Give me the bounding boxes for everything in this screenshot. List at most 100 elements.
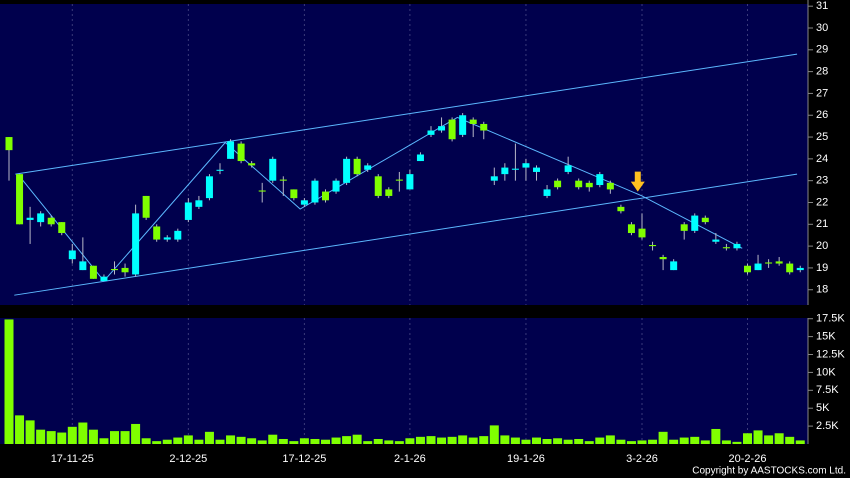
- candle-body: [680, 224, 688, 231]
- y-tick-label: 28: [816, 66, 828, 78]
- candle-body: [300, 200, 308, 205]
- volume-bar: [36, 429, 46, 444]
- price-panel: [0, 4, 808, 305]
- volume-bar: [764, 435, 774, 444]
- volume-bar: [405, 438, 415, 444]
- candle-body: [364, 165, 372, 170]
- volume-bar: [278, 438, 288, 444]
- candle-body: [438, 126, 446, 131]
- candle-body: [533, 167, 540, 172]
- volume-bar: [120, 431, 130, 444]
- volume-bar: [57, 432, 67, 444]
- volume-bar: [489, 425, 499, 444]
- volume-bar: [721, 440, 731, 444]
- volume-bar: [321, 439, 330, 444]
- candle-body: [258, 190, 266, 192]
- x-tick-label: 17-11-25: [51, 453, 94, 465]
- candle-body: [406, 174, 414, 190]
- candle-body: [111, 269, 118, 271]
- candle-body: [216, 169, 224, 171]
- volume-bar: [563, 439, 573, 444]
- y-tick-label: 25: [816, 131, 828, 143]
- candle-body: [649, 245, 657, 247]
- candle-body: [490, 176, 498, 181]
- volume-bar: [289, 441, 299, 444]
- candle-body: [290, 189, 298, 199]
- y-tick-label: 21: [816, 218, 828, 230]
- y-tick-label: 20: [816, 240, 828, 252]
- candle-body: [606, 182, 614, 190]
- candle-body: [522, 163, 530, 168]
- arrow: [630, 171, 645, 192]
- volume-bar: [204, 431, 214, 444]
- volume-bar: [521, 439, 531, 444]
- volume-bar: [236, 436, 246, 444]
- y-tick-label: 26: [816, 109, 828, 121]
- trend-line: [14, 173, 798, 296]
- y-tick-label: 27: [816, 87, 828, 99]
- volume-bar: [247, 438, 257, 444]
- volume-bar: [637, 440, 647, 444]
- volume-bar: [542, 438, 552, 444]
- candle-body: [332, 180, 340, 192]
- volume-bar: [152, 441, 162, 444]
- y-tick-label: 12.5K: [816, 348, 845, 360]
- candle-body: [58, 222, 66, 234]
- candle-body: [733, 243, 741, 249]
- volume-bar: [215, 439, 225, 444]
- volume-bar: [616, 439, 626, 444]
- volume-bar: [25, 420, 35, 444]
- candle-body: [163, 237, 171, 240]
- volume-bar: [226, 435, 236, 444]
- volume-bar: [753, 430, 763, 444]
- volume-bar: [173, 437, 183, 444]
- volume-bar: [669, 439, 679, 444]
- y-tick-label: 7.5K: [816, 384, 839, 396]
- y-tick-label: 2.5K: [816, 420, 839, 432]
- candle-body: [744, 265, 751, 273]
- volume-bar: [595, 437, 605, 444]
- candle-body: [47, 217, 55, 225]
- candle-body: [765, 262, 773, 264]
- volume-bar: [194, 439, 204, 444]
- candle-body: [427, 130, 435, 135]
- candle-body: [712, 239, 720, 242]
- volume-bar: [690, 436, 700, 444]
- x-tick-label: 2-1-26: [394, 453, 426, 465]
- candle-body: [501, 167, 509, 175]
- volume-bar: [331, 437, 341, 444]
- candle-body: [311, 180, 319, 203]
- volume-bar: [468, 437, 478, 444]
- candle-body: [775, 261, 783, 264]
- candle-body: [575, 180, 583, 188]
- volume-bar: [141, 438, 151, 444]
- candle-body: [322, 191, 329, 201]
- candle-body: [754, 263, 762, 271]
- y-tick-label: 19: [816, 262, 828, 274]
- candle-body: [121, 267, 129, 273]
- volume-bar: [46, 431, 56, 444]
- candle-body: [564, 165, 572, 172]
- volume-bar: [479, 436, 489, 444]
- volume-bar: [785, 436, 795, 444]
- candle-body: [701, 217, 709, 223]
- volume-bar: [447, 436, 457, 444]
- candle-body: [670, 261, 678, 271]
- volume-bar: [110, 431, 119, 444]
- candle-body: [227, 141, 235, 159]
- candle-body: [585, 182, 593, 188]
- volume-bar: [574, 438, 584, 444]
- candle-body: [5, 137, 13, 151]
- candle-body: [459, 115, 467, 135]
- candle-body: [37, 213, 45, 223]
- volume-bar: [99, 438, 109, 444]
- candle-body: [279, 179, 287, 181]
- candle-body: [385, 189, 393, 196]
- candle-body: [343, 158, 351, 183]
- candle-body: [659, 257, 667, 260]
- volume-bar: [553, 438, 563, 444]
- candle-body: [627, 224, 635, 234]
- x-tick-label: 2-12-25: [169, 453, 207, 465]
- candle-body: [596, 174, 604, 186]
- y-tick-label: 31: [816, 0, 828, 12]
